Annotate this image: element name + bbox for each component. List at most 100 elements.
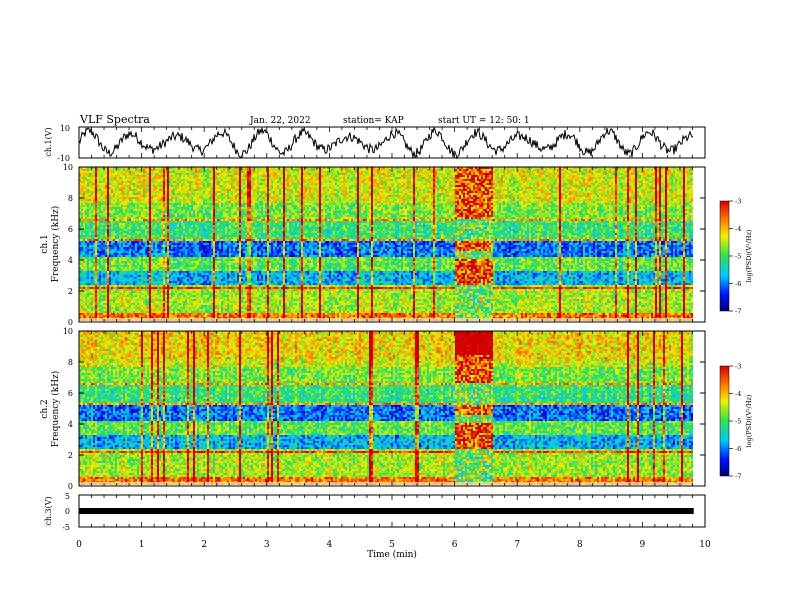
spectrogram-cell xyxy=(523,189,525,191)
spectrogram-cell xyxy=(391,189,393,191)
spectrogram-cell xyxy=(421,173,423,175)
spectrogram-cell xyxy=(333,183,335,185)
spectrogram-cell xyxy=(525,185,527,187)
spectrogram-cell xyxy=(245,187,247,189)
spectrogram-cell xyxy=(283,187,285,189)
spectrogram-cell xyxy=(303,183,305,185)
spectrogram-cell xyxy=(85,181,87,183)
spectrogram-cell xyxy=(109,177,111,179)
spectrogram-cell xyxy=(305,173,307,175)
spectrogram-cell xyxy=(245,169,247,171)
spectrogram-cell xyxy=(467,171,469,173)
spectrogram-cell xyxy=(663,179,665,181)
spectrogram-cell xyxy=(195,171,197,173)
spectrogram-cell xyxy=(437,185,439,187)
spectrogram-cell xyxy=(127,193,129,195)
spectrogram-cell xyxy=(301,175,303,177)
spectrogram-cell xyxy=(267,181,269,183)
spectrogram-cell xyxy=(673,189,675,191)
spectrogram-cell xyxy=(481,177,483,179)
spectrogram-cell xyxy=(311,183,313,185)
spectrogram-cell xyxy=(639,187,641,189)
spectrogram-cell xyxy=(529,191,531,193)
spectrogram-cell xyxy=(215,183,217,185)
spectrogram-cell xyxy=(491,181,493,183)
spectrogram-cell xyxy=(189,189,191,191)
spectrogram-cell xyxy=(129,185,131,187)
spectrogram-cell xyxy=(247,189,249,191)
spectrogram-cell xyxy=(107,193,109,195)
spectrogram-cell xyxy=(535,173,537,175)
spectrogram-cell xyxy=(585,175,587,177)
spectrogram-cell xyxy=(195,181,197,183)
spectrogram-cell xyxy=(113,169,115,171)
spectrogram-cell xyxy=(551,191,553,193)
spectrogram-cell xyxy=(153,185,155,187)
spectrogram-cell xyxy=(337,187,339,189)
spectrogram-cell xyxy=(539,183,541,185)
spectrogram-cell xyxy=(265,193,267,195)
spectrogram-cell xyxy=(423,173,425,175)
spectrogram-cell xyxy=(373,183,375,185)
spectrogram-cell xyxy=(81,187,83,189)
spectrogram-cell xyxy=(317,175,319,177)
spectrogram-cell xyxy=(161,171,163,173)
spectrogram-cell xyxy=(187,189,189,191)
spectrogram-cell xyxy=(145,175,147,177)
spectrogram-cell xyxy=(277,169,279,171)
spectrogram-cell xyxy=(353,193,355,195)
spectrogram-cell xyxy=(391,181,393,183)
spectrogram-cell xyxy=(309,183,311,185)
spectrogram-cell xyxy=(127,183,129,185)
spectrogram-cell xyxy=(83,195,85,197)
spectrogram-cell xyxy=(473,183,475,185)
spectrogram-cell xyxy=(175,179,177,181)
spectrogram-cell xyxy=(171,191,173,193)
spectrogram-cell xyxy=(297,193,299,195)
spectrogram-cell xyxy=(299,183,301,185)
spectrogram-cell xyxy=(685,185,687,187)
spectrogram-cell xyxy=(539,175,541,177)
spectrogram-cell xyxy=(81,171,83,173)
spectrogram-cell xyxy=(343,175,345,177)
spectrogram-cell xyxy=(465,171,467,173)
spectrogram-cell xyxy=(237,187,239,189)
spectrogram-cell xyxy=(663,171,665,173)
spectrogram-cell xyxy=(379,179,381,181)
spectrogram-cell xyxy=(677,193,679,195)
spectrogram-cell xyxy=(435,183,437,185)
spectrogram-cell xyxy=(197,179,199,181)
spectrogram-cell xyxy=(371,185,373,187)
spectrogram-cell xyxy=(205,185,207,187)
spectrogram-cell xyxy=(179,171,181,173)
spectrogram-cell xyxy=(235,187,237,189)
spectrogram-cell xyxy=(137,183,139,185)
spectrogram-cell xyxy=(101,171,103,173)
spectrogram-cell xyxy=(543,173,545,175)
spectrogram-cell xyxy=(479,171,481,173)
spectrogram-cell xyxy=(495,175,497,177)
spectrogram-cell xyxy=(273,177,275,179)
spectrogram-cell xyxy=(223,177,225,179)
spectrogram-cell xyxy=(555,193,557,195)
spectrogram-cell xyxy=(307,179,309,181)
spectrogram-cell xyxy=(499,187,501,189)
spectrogram-cell xyxy=(287,193,289,195)
spectrogram-cell xyxy=(289,181,291,183)
spectrogram-cell xyxy=(631,181,633,183)
spectrogram-cell xyxy=(167,187,169,189)
spectrogram-cell xyxy=(93,173,95,175)
spectrogram-cell xyxy=(597,185,599,187)
spectrogram-cell xyxy=(421,171,423,173)
station-label: station= KAP xyxy=(343,116,404,126)
spectrogram-cell xyxy=(519,181,521,183)
spectrogram-cell xyxy=(515,187,517,189)
spectrogram-cell xyxy=(527,191,529,193)
spectrogram-cell xyxy=(451,185,453,187)
spectrogram-cell xyxy=(121,185,123,187)
spectrogram-cell xyxy=(85,175,87,177)
spectrogram-cell xyxy=(655,173,657,175)
spectrogram-cell xyxy=(689,171,691,173)
spectrogram-cell xyxy=(189,175,191,177)
spectrogram-cell xyxy=(293,179,295,181)
